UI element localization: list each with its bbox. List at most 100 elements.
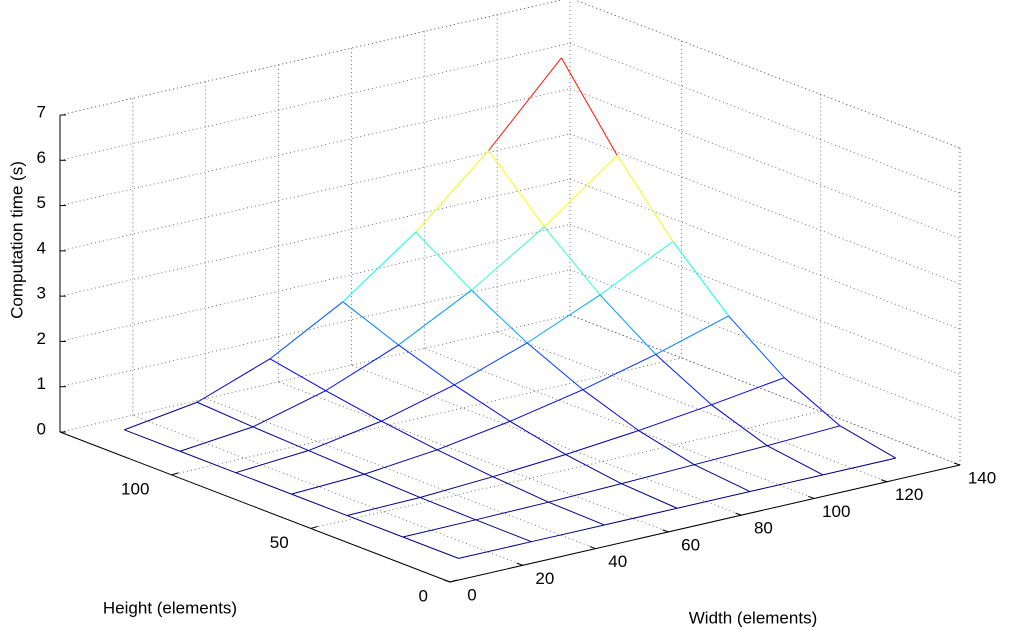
mesh-edge [291,473,365,495]
mesh-edge [269,301,344,360]
x-tick [953,462,961,466]
x-tick [443,579,451,583]
x-tick [589,546,596,550]
mesh-edge [419,497,476,521]
mesh-edge [509,420,566,455]
y-tick-label: 50 [270,533,289,552]
mesh-edge [291,493,348,517]
grid-line [569,178,961,330]
mesh-edge [458,541,532,559]
mesh-edge [471,289,528,344]
mesh-edge [436,449,494,478]
grid-line [569,269,961,421]
mesh-edge [436,420,511,451]
mesh-edge [616,155,674,242]
grid-line [569,133,961,285]
x-tick-label: 140 [968,468,996,487]
mesh-edge [783,377,841,427]
mesh-edge [364,449,438,475]
x-tick [808,495,815,499]
mesh-edge [543,226,601,296]
mesh-edge [711,404,768,447]
mesh-edge [839,425,896,459]
y-tick-label: 0 [419,586,428,605]
grid-line [59,224,571,342]
mesh-edge [398,289,472,346]
mesh-edge [402,536,459,559]
mesh-edge [269,358,326,392]
y-tick-label: 100 [121,479,149,498]
mesh-edge [599,294,657,355]
mesh-edge [728,315,785,379]
mesh-edge [492,476,549,503]
grid-line [569,314,961,466]
mesh-edge [565,430,639,456]
mesh-edge [124,401,198,431]
mesh-edge [252,426,309,451]
z-tick-label: 3 [37,284,46,303]
mesh-edge [235,472,292,495]
grid-line [59,42,571,161]
x-tick [880,479,888,483]
grid-line [278,381,669,533]
mesh-edge [252,390,326,428]
mesh-edge [621,483,678,509]
mesh-edge [638,430,695,466]
mesh-edge [488,57,562,151]
mesh-edge [308,450,365,475]
mesh-edge [548,483,622,503]
box-edge [59,0,564,116]
x-tick [516,562,524,566]
x-tick [735,512,742,516]
mesh-edge [196,401,254,428]
mesh-edge [565,454,622,485]
mesh-edge [475,519,532,543]
mesh-edge [179,426,254,452]
mesh-edge [822,457,896,476]
y-tick [449,579,458,583]
mesh-edge [543,154,618,228]
mesh-edge [711,377,785,406]
grid-line [569,88,961,239]
z-tick-label: 0 [37,419,46,438]
x-tick-label: 120 [895,485,923,504]
mesh-edge [308,420,382,452]
y-axis [59,431,451,583]
mesh-edge [599,241,674,296]
grid-line [59,178,571,297]
grid-line [310,411,821,529]
mesh-edge [346,515,404,538]
mesh-edge [475,501,549,521]
grid-line [59,314,571,433]
mesh-edge [604,507,678,526]
x-tick [662,529,669,533]
mesh-edge [398,344,455,386]
mesh-edge [526,294,601,344]
grid-line [496,331,888,483]
grid-line [569,224,961,375]
grid-line [59,269,571,388]
mesh-edge [347,496,421,517]
mesh-edge [749,474,823,493]
grid-line [59,133,571,252]
mesh-edge [325,390,382,422]
x-tick-label: 0 [467,585,476,604]
mesh-edge [526,342,584,391]
mesh-edge [179,450,236,474]
mesh-edge [419,476,493,498]
mesh-edge [531,524,605,543]
x-tick-label: 40 [608,552,627,571]
mesh-edge [488,150,545,228]
mesh-edge [548,501,605,526]
x-tick-label: 60 [681,535,700,554]
box-edge [574,0,961,149]
z-tick-label: 2 [37,329,46,348]
z-tick-label: 5 [37,193,46,212]
mesh-edge [342,301,399,346]
mesh-edge [381,384,455,422]
mesh-edge [560,57,618,156]
mesh-edge [766,445,824,476]
mesh-edge [325,344,399,392]
